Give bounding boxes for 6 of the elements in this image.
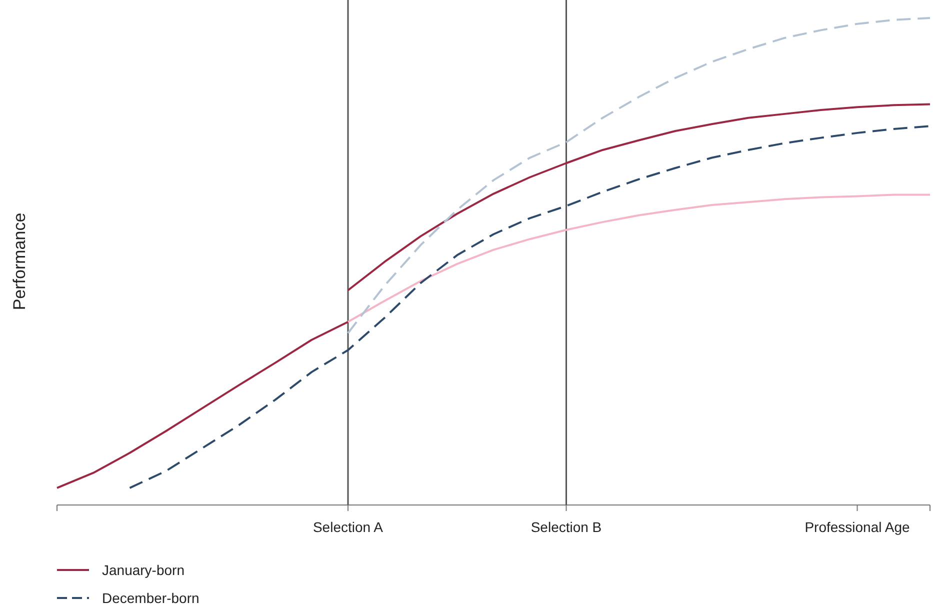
x-tick-label: Selection A: [312, 519, 384, 535]
x-tick-label: Selection B: [530, 519, 602, 535]
legend-label: January-born: [102, 562, 184, 578]
legend-label: December-born: [102, 590, 200, 606]
y-axis-title: Performance: [10, 212, 29, 310]
x-tick-label: Professional Age: [804, 519, 910, 535]
